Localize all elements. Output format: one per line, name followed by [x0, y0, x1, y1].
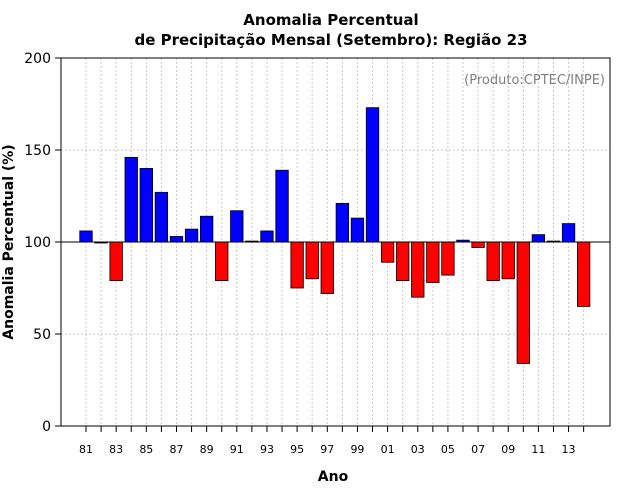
bar-88: [184, 228, 199, 243]
chart-subtitle: de Precipitação Mensal (Setembro): Regiã…: [134, 31, 527, 49]
y-tick-label: 50: [33, 327, 51, 343]
bar-10: [516, 241, 530, 364]
bar-04: [426, 241, 440, 283]
bar-93: [260, 230, 274, 243]
x-tick-label: 89: [200, 443, 214, 456]
x-tick-label: 07: [471, 443, 485, 456]
bar-03: [411, 241, 425, 298]
bar-86: [154, 191, 169, 243]
bar-00: [365, 107, 380, 243]
bar-02: [396, 241, 410, 282]
x-tick-label: 01: [381, 443, 395, 456]
bar-90: [215, 241, 229, 282]
bar-09: [501, 241, 515, 280]
bar-85: [139, 167, 153, 243]
y-tick-label: 100: [24, 235, 51, 251]
x-tick-label: 95: [290, 443, 304, 456]
bar-08: [486, 241, 500, 282]
y-tick-label: 200: [24, 51, 51, 67]
x-tick-label: 13: [562, 443, 576, 456]
x-tick-label: 87: [169, 443, 183, 456]
bar-81: [79, 230, 93, 243]
bar-11: [531, 234, 546, 243]
bar-83: [109, 241, 123, 282]
bar-96: [305, 241, 319, 280]
bar-95: [290, 241, 304, 289]
bar-05: [441, 241, 455, 276]
x-tick-label: 03: [411, 443, 425, 456]
bar-87: [169, 236, 184, 243]
bar-01: [380, 241, 395, 263]
bar-94: [275, 169, 289, 243]
x-tick-label: 05: [441, 443, 455, 456]
credit-label: (Produto:CPTEC/INPE): [464, 73, 605, 88]
chart-title: Anomalia Percentual: [243, 11, 418, 29]
bar-99: [350, 217, 365, 243]
x-axis-title: Ano: [318, 469, 349, 485]
bar-14: [576, 241, 591, 307]
y-axis-ticks: 0 50 100 150 200: [24, 51, 61, 435]
x-tick-label: 85: [139, 443, 153, 456]
y-tick-label: 150: [24, 143, 51, 159]
bar-series: [79, 107, 591, 364]
x-tick-label: 81: [79, 443, 93, 456]
bar-84: [124, 156, 138, 243]
y-tick-label: 0: [42, 419, 51, 435]
bar-98: [335, 202, 350, 243]
bar-13: [561, 223, 576, 243]
x-axis-ticks: 81 83 85 87 89 91 93 95 97 99 01 03 05 07 09 11 13: [79, 426, 585, 456]
y-axis-title: Anomalia Percentual (%): [1, 144, 17, 339]
bar-97: [320, 241, 334, 294]
bar-89: [199, 215, 214, 243]
x-tick-label: 09: [501, 443, 515, 456]
x-tick-label: 83: [109, 443, 123, 456]
bar-07: [471, 241, 485, 248]
x-tick-label: 91: [230, 443, 244, 456]
x-tick-label: 97: [320, 443, 334, 456]
x-tick-label: 99: [350, 443, 364, 456]
bar-91: [230, 210, 244, 243]
x-tick-label: 93: [260, 443, 274, 456]
x-tick-label: 11: [531, 443, 545, 456]
